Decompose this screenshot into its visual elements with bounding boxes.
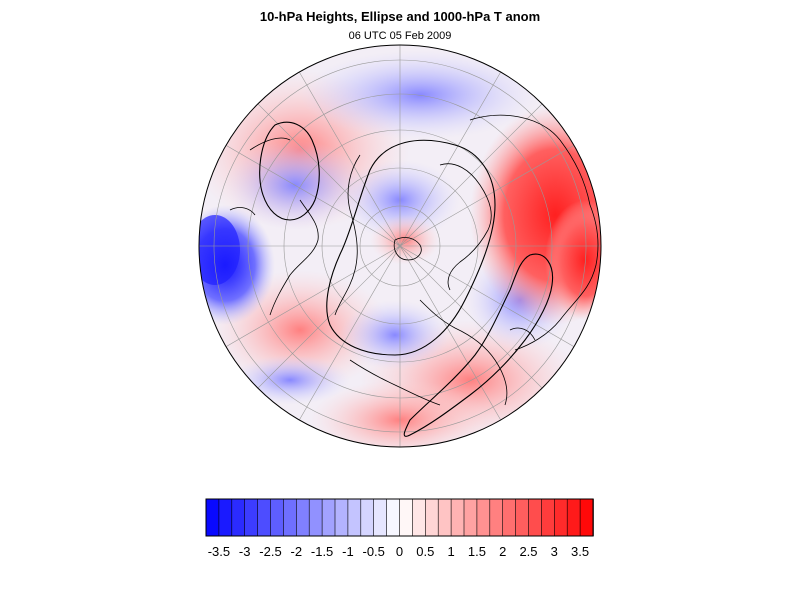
colorbar-swatch [463,498,478,537]
colorbar-swatch [270,498,285,537]
colorbar-swatch [386,498,401,537]
colorbar-tick-label: 0 [396,544,403,559]
colorbar-tick-label: -2 [291,544,303,559]
colorbar-tick-label: -3 [239,544,251,559]
colorbar-swatch [489,498,504,537]
colorbar-swatch [566,498,581,537]
colorbar-swatch [244,498,259,537]
colorbar-swatch [218,498,233,537]
colorbar-tick-label: -3.5 [208,544,230,559]
colorbar-frame [205,498,594,537]
plot-subtitle: 06 UTC 05 Feb 2009 [348,30,452,42]
colorbar-swatch [476,498,491,537]
colorbar-swatch [257,498,272,537]
colorbar-tick-label: 2 [499,544,506,559]
colorbar-tick-label: -0.5 [362,544,384,559]
colorbar-swatch [334,498,349,537]
colorbar-tick-label: 1.5 [468,544,486,559]
colorbar-swatch [360,498,375,537]
colorbar-swatch [412,498,427,537]
colorbar-tick-label: -1.5 [311,544,333,559]
colorbar-swatch [205,498,220,537]
colorbar-swatch [231,498,246,537]
colorbar-swatch [502,498,517,537]
height-contours [259,121,554,437]
coastlines [229,114,599,406]
colorbar-tick-label: 2.5 [519,544,537,559]
colorbar-tick-label: -1 [342,544,354,559]
colorbar-tick-label: 3.5 [571,544,589,559]
colorbar-swatch [541,498,556,537]
colorbar-tick-label: 1 [447,544,454,559]
colorbar-swatch [308,498,323,537]
graticule [199,45,601,447]
colorbar-tick-labels: -3.5 -3 -2.5 -2 -1.5 -1 -0.5 0 0.5 1 1.5 2 2.5 3 3.5 [208,544,589,559]
colorbar-swatch [399,498,414,537]
colorbar-swatch [450,498,465,537]
colorbar-tick-label: -2.5 [259,544,281,559]
colorbar-swatch [283,498,298,537]
globe-outline [198,44,602,448]
colorbar-swatch [295,498,310,537]
colorbar-tick-label: 0.5 [416,544,434,559]
colorbar-swatch [347,498,362,537]
colorbar-swatch [437,498,452,537]
colorbar-swatch [553,498,568,537]
colorbar-swatch [528,498,543,537]
colorbar-swatches [205,498,594,537]
colorbar-swatch [515,498,530,537]
colorbar-swatch [321,498,336,537]
plot-title: 10-hPa Heights, Ellipse and 1000-hPa T a… [259,9,541,24]
colorbar-tick-label: 3 [551,544,558,559]
colorbar-swatch [424,498,439,537]
colorbar-swatch [579,498,594,537]
colorbar-swatch [373,498,388,537]
